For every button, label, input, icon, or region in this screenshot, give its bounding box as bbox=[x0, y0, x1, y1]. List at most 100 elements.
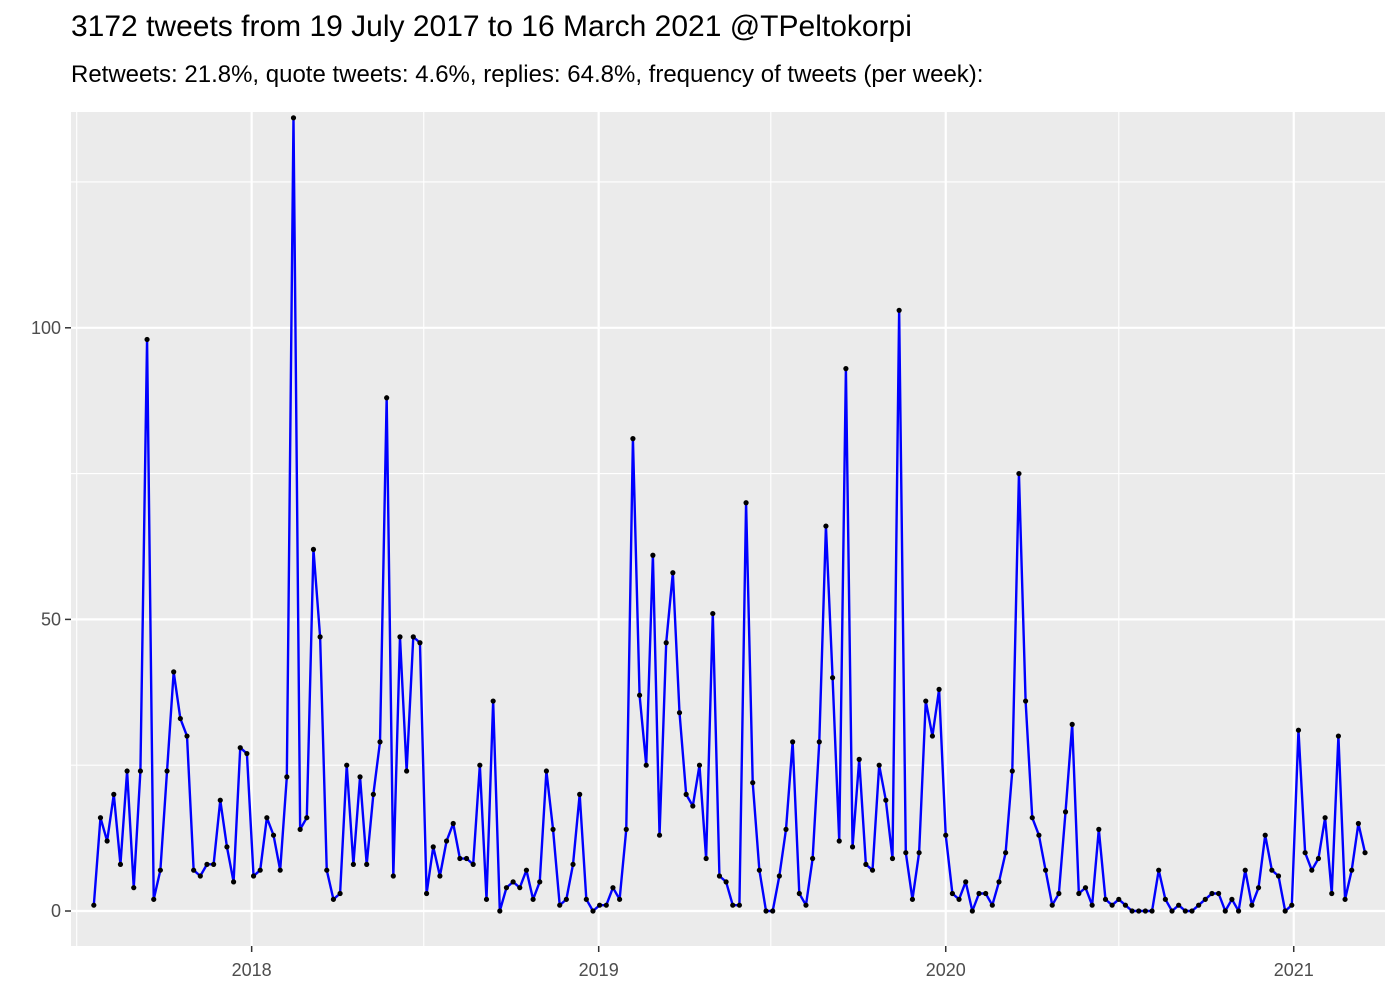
data-point bbox=[909, 896, 916, 902]
data-point bbox=[623, 826, 629, 832]
data-point bbox=[337, 890, 343, 897]
data-point bbox=[810, 855, 816, 862]
data-point bbox=[230, 879, 237, 885]
data-point bbox=[1122, 902, 1129, 908]
data-point bbox=[856, 756, 862, 762]
data-point bbox=[324, 867, 330, 873]
x-tick-label: 2018 bbox=[232, 960, 272, 980]
data-point bbox=[743, 500, 749, 506]
data-point bbox=[137, 768, 144, 774]
data-point bbox=[1142, 908, 1148, 914]
data-point bbox=[490, 698, 496, 704]
data-point bbox=[1109, 902, 1115, 908]
data-point bbox=[537, 879, 543, 885]
data-point bbox=[97, 815, 104, 821]
data-point bbox=[843, 366, 849, 372]
data-point bbox=[457, 855, 463, 862]
data-point bbox=[969, 908, 975, 914]
data-point bbox=[1082, 885, 1089, 891]
data-point bbox=[131, 885, 137, 891]
chart-title: 3172 tweets from 19 July 2017 to 16 Marc… bbox=[71, 10, 912, 43]
data-point bbox=[1056, 890, 1062, 897]
data-point bbox=[996, 879, 1002, 885]
data-point bbox=[277, 867, 283, 873]
data-point bbox=[437, 873, 443, 879]
data-point bbox=[470, 861, 476, 867]
data-point bbox=[863, 861, 869, 867]
data-point bbox=[317, 634, 323, 640]
data-point bbox=[171, 669, 177, 675]
data-point bbox=[923, 698, 929, 704]
data-point bbox=[1062, 809, 1069, 815]
data-point bbox=[357, 774, 363, 780]
data-point bbox=[211, 861, 217, 867]
series-points-group bbox=[91, 115, 1368, 914]
data-point bbox=[1189, 908, 1195, 914]
data-point bbox=[1129, 908, 1135, 914]
data-point bbox=[237, 745, 243, 751]
data-point bbox=[197, 873, 203, 879]
data-point bbox=[270, 832, 277, 838]
data-point bbox=[1029, 815, 1035, 821]
data-point bbox=[1329, 890, 1335, 897]
data-point bbox=[1202, 896, 1208, 902]
data-point bbox=[483, 896, 490, 902]
data-point bbox=[676, 710, 683, 716]
data-point bbox=[577, 791, 583, 797]
data-point bbox=[397, 634, 403, 640]
data-point bbox=[1262, 832, 1268, 838]
data-point bbox=[284, 774, 290, 780]
data-point bbox=[424, 890, 430, 897]
data-point bbox=[204, 861, 210, 867]
data-point bbox=[1136, 908, 1142, 914]
data-point bbox=[976, 890, 982, 897]
data-point bbox=[610, 885, 616, 891]
data-point bbox=[1255, 885, 1262, 891]
data-point bbox=[264, 815, 270, 821]
data-point bbox=[1102, 896, 1109, 902]
data-point bbox=[803, 902, 809, 908]
minor-gridlines bbox=[71, 112, 1385, 946]
data-point bbox=[1295, 727, 1302, 733]
major-gridlines bbox=[71, 112, 1385, 946]
data-point bbox=[443, 838, 450, 844]
data-point bbox=[1196, 902, 1202, 908]
data-point bbox=[889, 855, 896, 862]
data-point bbox=[956, 896, 962, 902]
data-point bbox=[1162, 896, 1168, 902]
data-point bbox=[1009, 768, 1015, 774]
data-point bbox=[1282, 908, 1288, 914]
x-tick-label: 2021 bbox=[1274, 960, 1314, 980]
data-point bbox=[570, 861, 576, 867]
data-point bbox=[1355, 820, 1361, 827]
data-point bbox=[1176, 902, 1182, 908]
data-point bbox=[157, 867, 163, 873]
data-point bbox=[723, 879, 729, 885]
data-point bbox=[463, 855, 470, 862]
data-point bbox=[583, 896, 589, 902]
data-point bbox=[783, 826, 789, 832]
data-point bbox=[124, 768, 130, 774]
data-point bbox=[517, 885, 523, 891]
y-tick-label: 100 bbox=[31, 318, 61, 338]
data-point bbox=[989, 902, 995, 908]
data-point bbox=[1242, 867, 1248, 873]
y-tick-label: 0 bbox=[51, 901, 61, 921]
data-point bbox=[177, 715, 183, 722]
data-point bbox=[597, 902, 603, 908]
data-point bbox=[550, 826, 556, 832]
data-point bbox=[330, 896, 337, 902]
data-point bbox=[770, 908, 776, 914]
data-point bbox=[936, 686, 942, 692]
data-point bbox=[617, 896, 623, 902]
data-point bbox=[497, 908, 503, 914]
data-point bbox=[1149, 908, 1155, 914]
data-point bbox=[823, 523, 829, 529]
data-point bbox=[790, 739, 796, 745]
data-point bbox=[696, 762, 703, 768]
data-point bbox=[364, 861, 370, 867]
data-point bbox=[290, 115, 297, 121]
data-point bbox=[883, 797, 889, 803]
data-point bbox=[1209, 890, 1215, 897]
data-point bbox=[430, 844, 436, 850]
